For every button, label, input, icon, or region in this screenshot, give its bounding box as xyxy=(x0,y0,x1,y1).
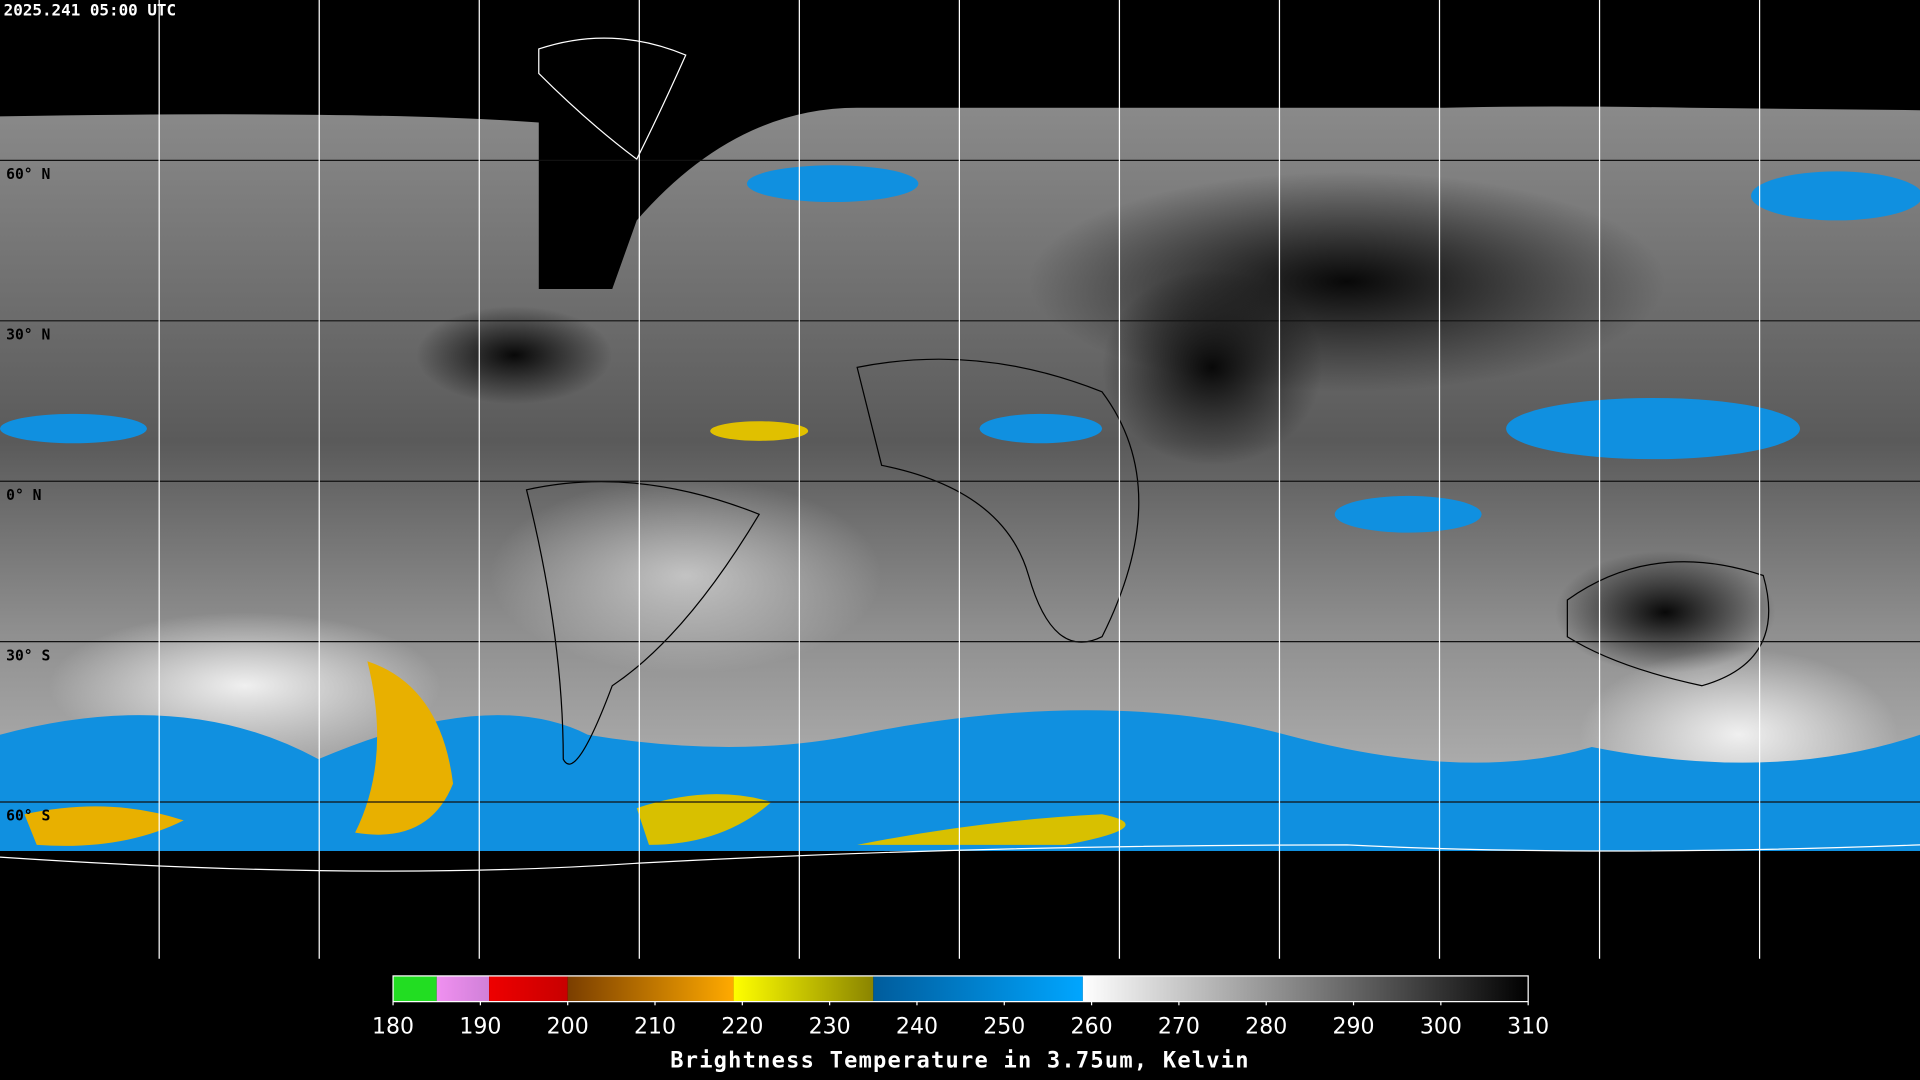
colorbar-tick-label: 290 xyxy=(1333,1014,1375,1039)
convection xyxy=(1334,495,1482,533)
dark-region xyxy=(1102,269,1323,466)
very-cold-clouds xyxy=(24,806,184,846)
colorbar-tick-label: 310 xyxy=(1507,1014,1549,1039)
africa-coast xyxy=(856,358,1140,643)
colorbar-tick-label: 200 xyxy=(547,1014,589,1039)
very-cold-clouds xyxy=(857,814,1126,845)
south-america-coast xyxy=(525,481,761,765)
dark-region xyxy=(416,306,613,405)
colorbar-tick-label: 250 xyxy=(983,1014,1025,1039)
colorbar-tick-label: 270 xyxy=(1158,1014,1200,1039)
colorbar-tick-label: 190 xyxy=(459,1014,501,1039)
convection xyxy=(710,421,809,441)
colorbar-tick-label: 240 xyxy=(896,1014,938,1039)
latitude-label: 60° S xyxy=(6,808,50,825)
colorbar-tick-label: 230 xyxy=(809,1014,851,1039)
colorbar-tick-label: 220 xyxy=(721,1014,763,1039)
timestamp: 2025.241 05:00 UTC xyxy=(4,1,176,20)
convection xyxy=(1506,397,1800,460)
very-cold-clouds xyxy=(355,661,454,835)
colorbar: 180 190 200 210 220 230 240 250 260 270 280 290 300 3… xyxy=(372,975,1549,1039)
colorbar-segment xyxy=(436,975,490,1002)
convection xyxy=(0,413,147,444)
colorbar-segment xyxy=(489,975,568,1002)
graticule xyxy=(0,0,1920,959)
cloud xyxy=(489,477,882,674)
latitude-label: 30° N xyxy=(6,327,50,344)
latitude-label: 60° N xyxy=(6,166,50,183)
colorbar-segment xyxy=(567,975,734,1002)
latitude-label: 0° N xyxy=(6,487,41,504)
convection xyxy=(746,165,919,203)
colorbar-tick-label: 280 xyxy=(1245,1014,1287,1039)
convection xyxy=(1751,171,1920,221)
map: 60° N 30° N 0° N 30° S 60° S xyxy=(0,0,1920,959)
very-cold-clouds xyxy=(636,794,772,845)
colorbar-title: Brightness Temperature in 3.75um, Kelvin xyxy=(670,1049,1250,1074)
colorbar-tick-label: 180 xyxy=(372,1014,414,1039)
convection xyxy=(979,413,1103,444)
colorbar-segment xyxy=(873,975,1083,1002)
colorbar-segment xyxy=(1082,975,1529,1002)
latitude-label: 30° S xyxy=(6,647,50,664)
colorbar-tick-label: 210 xyxy=(634,1014,676,1039)
dark-region xyxy=(1555,551,1776,674)
colorbar-segment xyxy=(393,975,437,1002)
colorbar-tick-label: 260 xyxy=(1071,1014,1113,1039)
colorbar-frame xyxy=(392,975,1529,1003)
colorbar-tick-label: 300 xyxy=(1420,1014,1462,1039)
greenland-coast xyxy=(538,37,687,161)
colorbar-segment xyxy=(733,975,874,1002)
